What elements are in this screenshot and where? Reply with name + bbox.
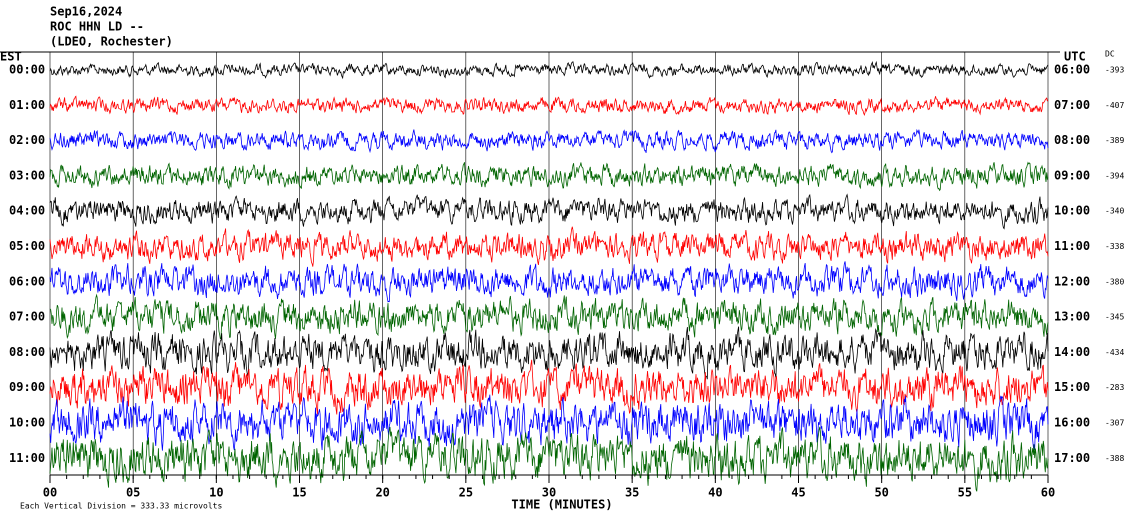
utc-time: 14:00: [1054, 345, 1090, 359]
dc-value: -407: [1105, 101, 1124, 110]
est-label: EST: [0, 50, 22, 64]
dc-value: -283: [1105, 383, 1124, 392]
est-time: 06:00: [9, 274, 45, 288]
x-tick-label: 05: [126, 486, 140, 500]
utc-time: 06:00: [1054, 63, 1090, 77]
utc-time: 09:00: [1054, 168, 1090, 182]
est-time: 03:00: [9, 168, 45, 182]
est-time: 01:00: [9, 98, 45, 112]
x-axis-title: TIME (MINUTES): [511, 498, 612, 512]
x-tick-label: 55: [958, 486, 972, 500]
x-tick-label: 00: [43, 486, 57, 500]
dc-value: -434: [1105, 348, 1124, 357]
trace: [49, 95, 1049, 117]
trace: [49, 426, 1049, 492]
est-time: 04:00: [9, 204, 45, 218]
dc-value: -389: [1105, 136, 1124, 145]
trace: [49, 226, 1049, 267]
footnote: Each Vertical Division = 333.33 microvol…: [20, 502, 222, 511]
est-time: 05:00: [9, 239, 45, 253]
trace: [49, 261, 1049, 303]
x-tick-label: 60: [1041, 486, 1055, 500]
trace: [49, 60, 1049, 80]
dc-value: -340: [1105, 207, 1124, 216]
station: (LDEO, Rochester): [50, 35, 173, 49]
utc-time: 12:00: [1054, 274, 1090, 288]
utc-time: 17:00: [1054, 451, 1090, 465]
dc-value: -345: [1105, 313, 1124, 322]
est-time: 10:00: [9, 416, 45, 430]
est-time: 11:00: [9, 451, 45, 465]
dc-label: DC: [1105, 50, 1115, 59]
x-tick-label: 25: [459, 486, 473, 500]
trace: [49, 359, 1049, 415]
est-time: 07:00: [9, 310, 45, 324]
date: Sep16,2024: [50, 5, 122, 19]
dc-value: -394: [1105, 171, 1124, 180]
x-tick-label: 15: [292, 486, 306, 500]
dc-value: -307: [1105, 419, 1124, 428]
trace: [49, 193, 1049, 230]
utc-label: UTC: [1064, 50, 1086, 64]
trace: [49, 326, 1049, 380]
channel: ROC HHN LD --: [50, 20, 144, 34]
dc-value: -393: [1105, 66, 1124, 75]
x-tick-label: 30: [542, 486, 556, 500]
dc-value: -338: [1105, 242, 1124, 251]
utc-time: 11:00: [1054, 239, 1090, 253]
x-tick-label: 50: [874, 486, 888, 500]
x-tick-label: 40: [708, 486, 722, 500]
utc-time: 08:00: [1054, 133, 1090, 147]
trace: [49, 161, 1049, 192]
x-tick-label: 45: [791, 486, 805, 500]
utc-time: 10:00: [1054, 204, 1090, 218]
utc-time: 07:00: [1054, 98, 1090, 112]
utc-time: 16:00: [1054, 416, 1090, 430]
est-time: 09:00: [9, 380, 45, 394]
utc-time: 15:00: [1054, 380, 1090, 394]
x-tick-label: 10: [209, 486, 223, 500]
x-tick-label: 20: [375, 486, 389, 500]
dc-value: -388: [1105, 454, 1124, 463]
utc-time: 13:00: [1054, 310, 1090, 324]
dc-value: -380: [1105, 277, 1124, 286]
est-time: 08:00: [9, 345, 45, 359]
trace: [49, 293, 1049, 340]
trace: [49, 394, 1049, 451]
x-tick-label: 35: [625, 486, 639, 500]
trace: [49, 128, 1049, 154]
est-time: 02:00: [9, 133, 45, 147]
est-time: 00:00: [9, 63, 45, 77]
